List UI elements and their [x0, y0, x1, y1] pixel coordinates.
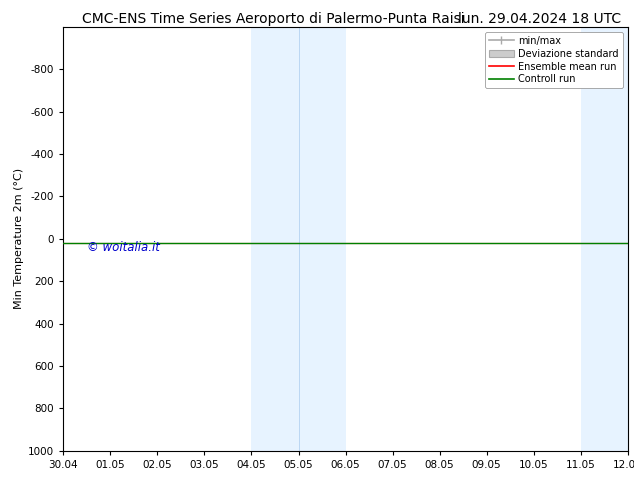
- Bar: [581, 27, 634, 451]
- Bar: [252, 27, 299, 451]
- Text: lun. 29.04.2024 18 UTC: lun. 29.04.2024 18 UTC: [458, 12, 621, 26]
- Y-axis label: Min Temperature 2m (°C): Min Temperature 2m (°C): [14, 168, 24, 310]
- Bar: [299, 27, 346, 451]
- Text: © woitalia.it: © woitalia.it: [87, 241, 160, 253]
- Legend: min/max, Deviazione standard, Ensemble mean run, Controll run: min/max, Deviazione standard, Ensemble m…: [486, 32, 623, 88]
- Text: CMC-ENS Time Series Aeroporto di Palermo-Punta Raisi: CMC-ENS Time Series Aeroporto di Palermo…: [82, 12, 465, 26]
